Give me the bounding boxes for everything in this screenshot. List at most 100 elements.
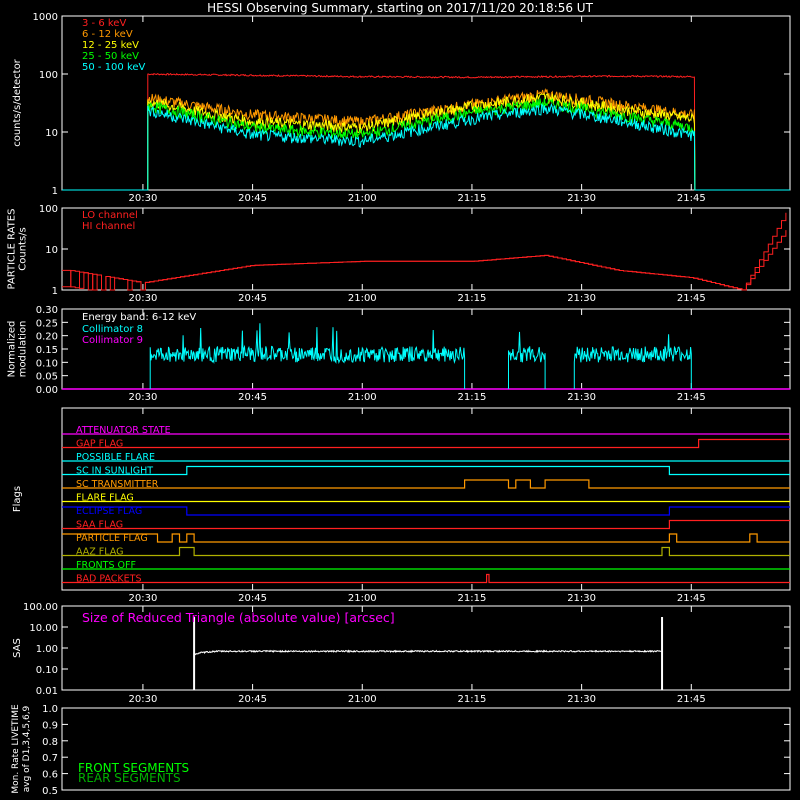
flag-line (62, 465, 790, 476)
sas-x-tick-label: 21:30 (567, 694, 596, 705)
y-axis-label: Normalized (7, 321, 18, 378)
modulation-x-tick-label: 21:00 (348, 392, 377, 403)
modulation-y-tick-label: 0.20 (36, 332, 58, 343)
sas-y-tick-label: 100.00 (23, 602, 58, 613)
flag-label: POSSIBLE FLARE (76, 452, 155, 463)
y-axis-label: PARTICLE RATES (7, 209, 18, 290)
flag-label: BAD PACKETS (76, 574, 142, 585)
sas-x-tick-label: 20:30 (129, 694, 158, 705)
count-rates-series-line (62, 98, 790, 191)
y-axis-label: counts/s/detector (12, 58, 23, 146)
particle-rates-x-tick-label: 21:45 (677, 293, 706, 304)
flags-x-tick-label: 20:45 (238, 593, 267, 604)
count-rates-legend-entry: 25 - 50 keV (82, 51, 139, 62)
livetime-legend-entry: REAR SEGMENTS (78, 771, 181, 785)
particle-rates-x-tick-label: 21:00 (348, 293, 377, 304)
modulation-collimator-8-line (573, 334, 692, 389)
y-axis-label: modulation (18, 321, 29, 378)
flag-label: ATTENUATOR STATE (76, 425, 171, 436)
flags-x-tick-label: 21:00 (348, 593, 377, 604)
y-axis-label: Counts/s (18, 227, 29, 271)
flag-line (62, 519, 790, 530)
particle-rates-y-tick-label: 10 (45, 245, 58, 256)
sas-x-tick-label: 20:45 (238, 694, 267, 705)
count-rates-x-tick-label: 20:30 (129, 193, 158, 204)
count-rates-y-tick-label: 10 (45, 128, 58, 139)
modulation-y-tick-label: 0.15 (36, 345, 58, 356)
flag-label: SAA FLAG (76, 520, 123, 531)
modulation-x-tick-label: 21:30 (567, 392, 596, 403)
sas-y-tick-label: 0.10 (36, 665, 58, 676)
modulation-legend-title: Energy band: 6-12 keV (82, 312, 196, 323)
y-axis-label: avg of D1,3,4,5,6,9 (22, 705, 32, 792)
modulation-y-tick-label: 0.10 (36, 358, 58, 369)
livetime-y-tick-label: 1.0 (42, 704, 58, 715)
flag-line (62, 546, 790, 557)
count-rates-series-line (62, 72, 790, 191)
sas-y-tick-label: 1.00 (36, 644, 58, 655)
sas-series-line (193, 649, 662, 656)
count-rates-x-tick-label: 21:15 (458, 193, 487, 204)
count-rates-series-line (62, 92, 790, 191)
count-rates-series-line (62, 88, 790, 191)
flag-label: FRONTS OFF (76, 560, 136, 571)
modulation-x-tick-label: 20:30 (129, 392, 158, 403)
sas-x-tick-label: 21:15 (458, 694, 487, 705)
modulation-x-tick-label: 21:15 (458, 392, 487, 403)
flags-x-tick-label: 21:30 (567, 593, 596, 604)
y-axis-label: Flags (12, 486, 23, 512)
flag-label: AAZ FLAG (76, 547, 123, 558)
count-rates-legend-entry: 3 - 6 keV (82, 18, 126, 29)
sas-y-tick-label: 0.01 (36, 686, 58, 697)
flags-x-tick-label: 21:15 (458, 593, 487, 604)
particle-rates-x-tick-label: 21:30 (567, 293, 596, 304)
modulation-collimator-8-line (149, 323, 466, 389)
chart-title: HESSI Observing Summary, starting on 201… (207, 1, 593, 15)
modulation-y-tick-label: 0.25 (36, 318, 58, 329)
count-rates-legend-entry: 6 - 12 keV (82, 29, 133, 40)
flag-line (62, 533, 790, 543)
modulation-y-tick-label: 0.00 (36, 385, 58, 396)
flag-label: ECLIPSE FLAG (76, 506, 142, 517)
livetime-y-tick-label: 0.6 (42, 770, 58, 781)
flag-label: FLARE FLAG (76, 493, 134, 504)
modulation-x-tick-label: 20:45 (238, 392, 267, 403)
livetime-y-tick-label: 0.5 (42, 786, 58, 797)
count-rates-series-line (62, 102, 790, 191)
particle-rates-legend-entry: HI channel (82, 221, 135, 232)
particle-rates-x-tick-label: 20:45 (238, 293, 267, 304)
particle-rates-series-line (62, 230, 787, 291)
livetime-y-tick-label: 0.9 (42, 720, 58, 731)
modulation-y-tick-label: 0.30 (36, 305, 58, 316)
sas-y-tick-label: 10.00 (29, 623, 58, 634)
flag-label: SC IN SUNLIGHT (76, 466, 153, 477)
modulation-y-tick-label: 0.05 (36, 372, 58, 383)
livetime-frame (61, 707, 791, 791)
particle-rates-y-tick-label: 100 (39, 204, 58, 215)
flag-label: SC TRANSMITTER (76, 479, 159, 490)
modulation-legend-entry: Collimator 8 (82, 324, 143, 335)
count-rates-x-tick-label: 20:45 (238, 193, 267, 204)
y-axis-label: Mon. Rate LIVETIME (11, 704, 21, 794)
particle-rates-x-tick-label: 20:30 (129, 293, 158, 304)
count-rates-x-tick-label: 21:45 (677, 193, 706, 204)
count-rates-x-tick-label: 21:00 (348, 193, 377, 204)
flag-line (62, 506, 790, 516)
count-rates-y-tick-label: 1 (52, 186, 58, 197)
flags-frame (61, 407, 791, 591)
flag-label: PARTICLE FLAG (76, 533, 148, 544)
livetime-y-tick-label: 0.7 (42, 753, 58, 764)
flag-line (62, 573, 790, 584)
modulation-collimator-8-line (508, 331, 546, 389)
modulation-legend-entry: Collimator 9 (82, 335, 143, 346)
flag-line (62, 479, 790, 489)
count-rates-y-tick-label: 100 (39, 70, 58, 81)
particle-rates-x-tick-label: 21:15 (458, 293, 487, 304)
sas-x-tick-label: 21:45 (677, 694, 706, 705)
y-axis-label: SAS (12, 638, 23, 658)
flag-label: GAP FLAG (76, 439, 123, 450)
count-rates-legend-entry: 12 - 25 keV (82, 40, 139, 51)
particle-rates-y-tick-label: 1 (52, 286, 58, 297)
livetime-y-tick-label: 0.8 (42, 737, 58, 748)
